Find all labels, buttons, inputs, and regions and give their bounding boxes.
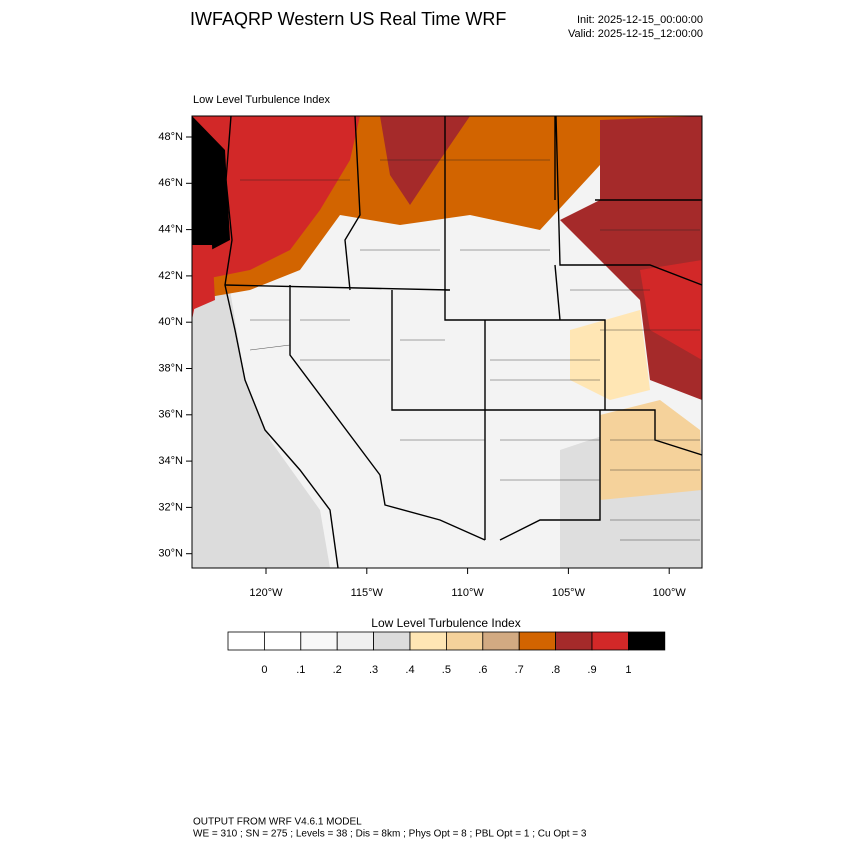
lat-label: 44°N bbox=[158, 224, 183, 236]
lon-label: 110°W bbox=[451, 587, 484, 599]
lon-label: 100°W bbox=[653, 587, 687, 599]
lat-label: 32°N bbox=[158, 501, 183, 513]
lat-label: 36°N bbox=[158, 409, 183, 421]
lat-label: 46°N bbox=[158, 177, 183, 189]
county-borders bbox=[240, 159, 700, 541]
title: IWFAQRP Western US Real Time WRF bbox=[190, 9, 506, 29]
lat-label: 38°N bbox=[158, 362, 183, 374]
colorbar-label: .4 bbox=[405, 664, 414, 676]
map-frame bbox=[191, 115, 703, 569]
lat-label: 48°N bbox=[158, 131, 183, 143]
colorbar-label: .7 bbox=[515, 664, 524, 676]
init-time: Init: 2025-12-15_00:00:00 bbox=[577, 14, 703, 26]
tan-region bbox=[600, 400, 702, 500]
panel-title: Low Level Turbulence Index bbox=[193, 94, 330, 106]
red-region-mt bbox=[380, 116, 470, 205]
coastline bbox=[224, 116, 339, 568]
colorbar-label: .9 bbox=[587, 664, 596, 676]
red-region-nw bbox=[192, 116, 360, 320]
ocean bbox=[192, 290, 330, 568]
colorbar-box bbox=[227, 631, 265, 651]
colorbar-box bbox=[628, 631, 666, 651]
colorbar-label: .6 bbox=[478, 664, 487, 676]
footer-line: WE = 310 ; SN = 275 ; Levels = 38 ; Dis … bbox=[193, 829, 587, 840]
lat-label: 34°N bbox=[158, 455, 183, 467]
colorbar-label: .1 bbox=[296, 664, 305, 676]
colorbar-label: .5 bbox=[442, 664, 451, 676]
red-region-coast bbox=[192, 245, 215, 310]
lat-label: 42°N bbox=[158, 270, 183, 282]
colorbar-title: Low Level Turbulence Index bbox=[371, 616, 520, 630]
lon-label: 120°W bbox=[249, 587, 283, 599]
state-borders bbox=[224, 116, 702, 541]
colorbar-box bbox=[263, 631, 302, 651]
map: 48°N 46°N 44°N 42°N 40°N 38°N 36°N 34°N 32°N 30°N… bbox=[158, 115, 703, 599]
colorbar-label: .3 bbox=[369, 664, 378, 676]
valid-time: Valid: 2025-12-15_12:00:00 bbox=[568, 28, 703, 40]
colorbar: 0 .1 .2 .3 .4 .5 .6 .7 .8 .9 1 bbox=[227, 631, 666, 676]
colorbar-label: 0 bbox=[261, 664, 267, 676]
colorbar-box bbox=[518, 631, 557, 651]
colorbar-box bbox=[409, 631, 447, 651]
footer-line: OUTPUT FROM WRF V4.6.1 MODEL bbox=[193, 817, 362, 828]
lat-label: 30°N bbox=[158, 548, 183, 560]
colorbar-box bbox=[445, 631, 484, 651]
red-region-ks bbox=[640, 260, 702, 360]
lat-label: 40°N bbox=[158, 316, 183, 328]
colorbar-box bbox=[373, 631, 411, 651]
colorbar-label: .2 bbox=[333, 664, 342, 676]
colorbar-box bbox=[591, 631, 629, 651]
colorbar-box bbox=[555, 631, 593, 651]
colorbar-label: 1 bbox=[625, 664, 631, 676]
lon-label: 115°W bbox=[351, 587, 384, 599]
colorbar-box bbox=[336, 631, 375, 651]
colorbar-box bbox=[482, 631, 520, 651]
black-region bbox=[192, 116, 230, 260]
light-region bbox=[570, 310, 650, 400]
colorbar-label: .8 bbox=[551, 664, 560, 676]
colorbar-box bbox=[300, 631, 338, 651]
lon-label: 105°W bbox=[552, 587, 586, 599]
